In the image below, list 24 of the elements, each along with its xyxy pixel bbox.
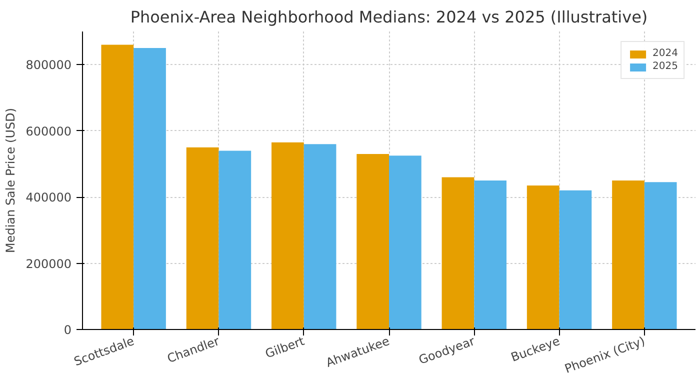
y-tick-label: 200000	[26, 256, 72, 271]
bar	[356, 154, 389, 330]
y-tick-label: 400000	[26, 190, 72, 205]
bar	[304, 144, 336, 330]
bar	[389, 156, 422, 330]
bar	[559, 190, 592, 330]
bar	[134, 48, 166, 330]
bar	[442, 177, 474, 330]
legend-label: 2024	[652, 48, 678, 59]
y-axis-title: Median Sale Price (USD)	[4, 108, 18, 254]
y-tick-label: 0	[64, 323, 72, 337]
bar	[612, 180, 644, 330]
y-tick-label: 800000	[26, 58, 72, 72]
bar	[101, 44, 134, 330]
bar	[526, 185, 560, 330]
x-tick-label: Gilbert	[263, 334, 307, 361]
bar	[474, 180, 506, 330]
chart-title: Phoenix-Area Neighborhood Medians: 2024 vs 2025 (Illustrative)	[130, 8, 648, 26]
legend-label: 2025	[652, 61, 678, 72]
bar	[272, 142, 304, 330]
bar	[186, 147, 219, 330]
bar	[218, 150, 252, 330]
bar	[644, 182, 677, 330]
y-tick-label: 600000	[26, 124, 72, 138]
